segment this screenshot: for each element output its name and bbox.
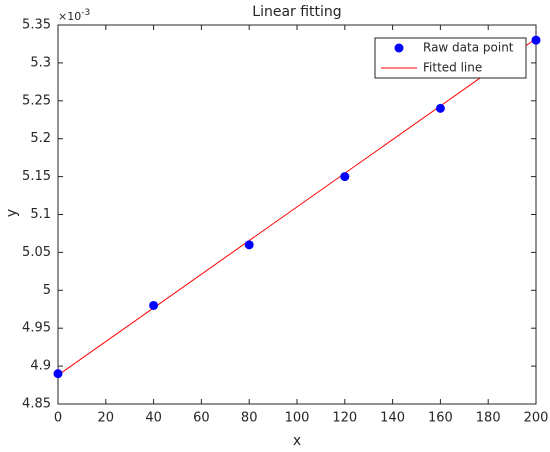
data-point [244,240,254,250]
y-scale-exponent: -3 [81,8,90,18]
x-tick-label: 180 [476,411,501,426]
legend-box [374,37,527,79]
y-tick-label: 5.15 [22,169,51,184]
legend: Raw data point Fitted line [374,37,527,79]
y-tick-label: 5.25 [22,93,51,108]
data-point [340,172,350,182]
chart-title: Linear fitting [252,4,341,20]
x-tick-label: 20 [98,411,115,426]
x-tick-label: 100 [285,411,310,426]
plot-box [57,24,537,405]
x-tick-label: 0 [54,411,62,426]
y-tick-label: 5 [43,283,51,298]
data-point [149,300,159,310]
x-tick-label: 120 [332,411,357,426]
x-tick-label: 160 [428,411,453,426]
y-axis-label: y [4,209,20,217]
y-tick-label: 5.2 [30,131,51,146]
data-point [531,35,541,45]
y-tick-label: 5.05 [22,245,51,260]
y-scale-base: ×10 [58,10,81,23]
y-tick-label: 4.85 [22,397,51,412]
y-tick-label: 4.95 [22,321,51,336]
y-tick-label: 5.3 [30,55,51,70]
y-tick-label: 4.9 [30,359,51,374]
x-tick-label: 60 [193,411,210,426]
legend-label: Raw data point [423,41,514,55]
y-tick-label: 5.1 [30,207,51,222]
x-tick-label: 140 [380,411,405,426]
x-tick-label: 80 [241,411,258,426]
data-point [53,369,63,379]
data-point [435,103,445,113]
x-tick-label: 40 [145,411,162,426]
x-tick-label: 200 [524,411,549,426]
y-scale-label: ×10-3 [58,8,90,24]
fitted-line [57,38,537,376]
y-tick-label: 5.35 [22,18,51,33]
legend-marker [394,43,404,53]
x-axis-label: x [293,433,301,449]
legend-label: Fitted line [423,61,482,75]
